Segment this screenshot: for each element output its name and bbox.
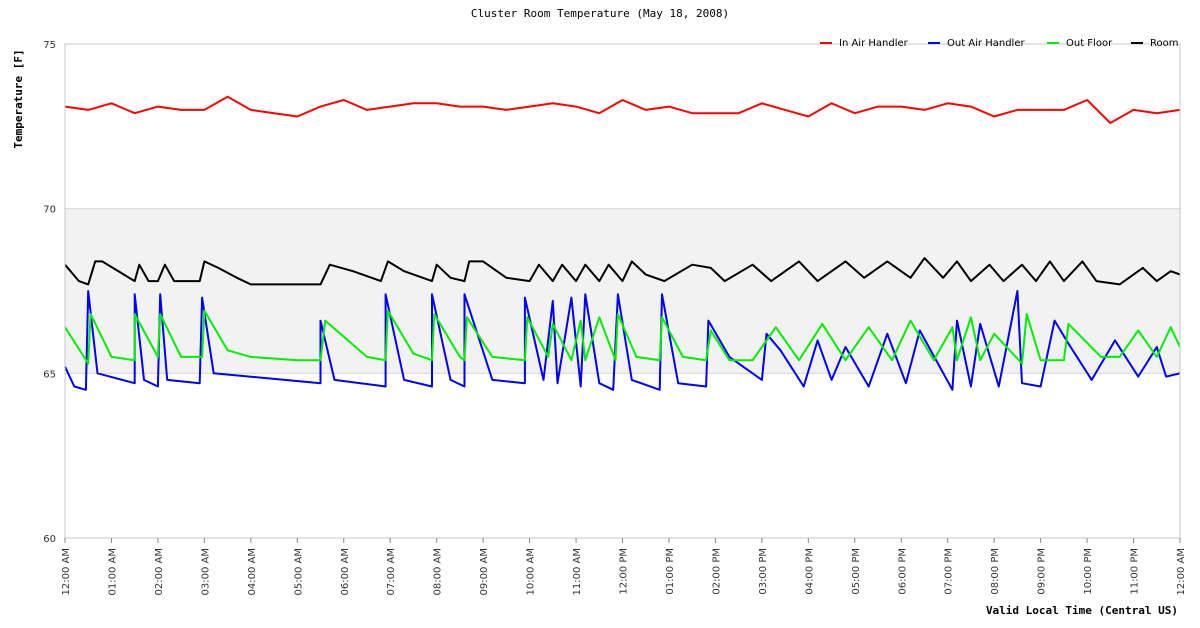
- x-tick-label: 11:00 AM: [572, 548, 583, 595]
- x-tick-label: 08:00 AM: [433, 548, 444, 595]
- x-tick-label: 04:00 PM: [804, 548, 815, 595]
- x-tick-label: 06:00 PM: [897, 548, 908, 595]
- x-tick-label: 02:00 PM: [711, 548, 722, 595]
- series-line-room: [64, 257, 1181, 286]
- x-axis-title: Valid Local Time (Central US): [986, 604, 1178, 617]
- x-tick-label: 07:00 PM: [944, 548, 955, 595]
- x-tick-label: 02:00 AM: [154, 548, 165, 595]
- x-tick-label: 01:00 PM: [665, 548, 676, 595]
- legend-label: Room: [1150, 38, 1178, 49]
- x-tick-label: 09:00 AM: [479, 548, 490, 595]
- x-tick-label: 04:00 AM: [247, 548, 258, 595]
- comfort-band: [65, 209, 1180, 374]
- x-tick-label: 05:00 PM: [851, 548, 862, 595]
- y-axis-title: Temperature [F]: [12, 49, 25, 148]
- y-tick-label: 75: [43, 40, 56, 51]
- series-lines: [64, 95, 1181, 391]
- x-tick-label: 03:00 PM: [758, 548, 769, 595]
- x-tick-label: 01:00 AM: [107, 548, 118, 595]
- series-line-out-air-handler: [64, 290, 1181, 391]
- x-tick-label: 12:00 AM: [61, 548, 72, 595]
- series-line-in-air-handler: [64, 95, 1181, 124]
- x-tick-label: 12:00 PM: [619, 548, 630, 595]
- y-tick-label: 65: [43, 369, 56, 380]
- axes: 60 65 70 75 12:00 AM 01:00 AM 02:00 AM 03:00 AM…: [43, 40, 1187, 595]
- x-tick-label: 06:00 AM: [340, 548, 351, 595]
- x-tick-label: 09:00 PM: [1037, 548, 1048, 595]
- x-tick-label: 10:00 PM: [1083, 548, 1094, 595]
- x-tick-label: 03:00 AM: [200, 548, 211, 595]
- x-tick-label: 05:00 AM: [293, 548, 304, 595]
- legend-label: In Air Handler: [839, 38, 909, 49]
- legend-label: Out Air Handler: [947, 38, 1025, 49]
- chart-title: Cluster Room Temperature (May 18, 2008): [471, 7, 729, 20]
- x-tick-label: 07:00 AM: [386, 548, 397, 595]
- x-tick-label: 08:00 PM: [990, 548, 1001, 595]
- x-tick-label: 12:00 AM: [1176, 548, 1187, 595]
- legend: In Air Handler Out Air Handler Out Floor Ro…: [820, 38, 1178, 49]
- series-line-out-floor: [64, 309, 1181, 365]
- y-tick-label: 70: [43, 205, 56, 216]
- y-tick-label: 60: [43, 534, 56, 545]
- legend-label: Out Floor: [1066, 38, 1113, 49]
- x-tick-label: 11:00 PM: [1130, 548, 1141, 595]
- x-tick-label: 10:00 AM: [526, 548, 537, 595]
